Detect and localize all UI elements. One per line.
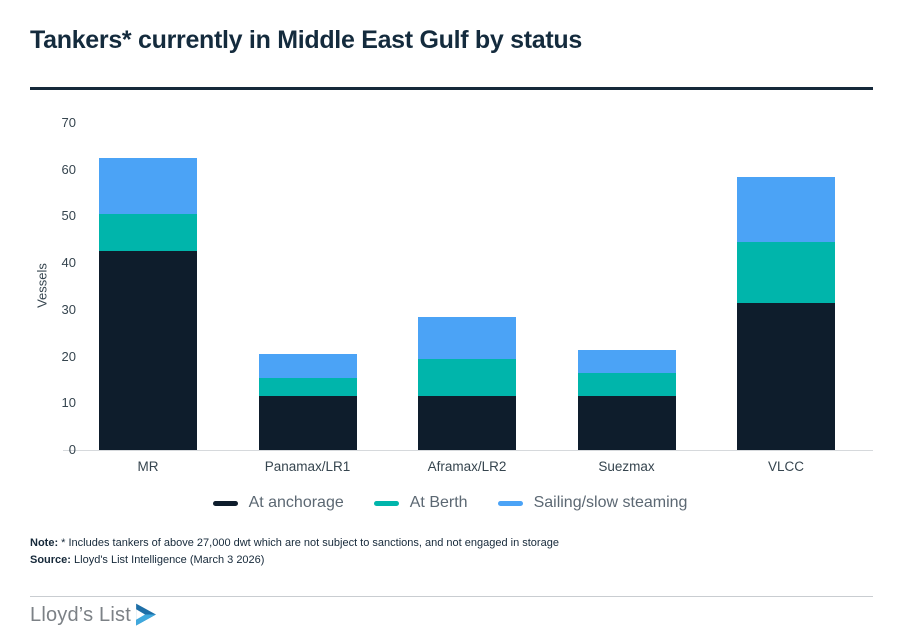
source-text: Source: Lloyd's List Intelligence (March… <box>30 554 264 566</box>
x-category-label: MR <box>137 459 159 474</box>
bar-segment-at-berth <box>577 372 676 397</box>
bar-segment-sailing-slow-steaming <box>577 349 676 373</box>
bar-segment-at-anchorage <box>737 302 835 450</box>
y-tick-label: 10 <box>61 395 76 411</box>
bar-segment-at-berth <box>418 358 516 397</box>
legend-swatch-teal-icon <box>373 500 399 506</box>
y-tick-label: 70 <box>61 115 76 130</box>
y-tick-label: 30 <box>61 301 76 317</box>
page-title: Tankers* currently in Middle East Gulf b… <box>30 26 582 54</box>
bar-segment-at-anchorage <box>418 396 516 450</box>
bar-segment-at-berth <box>258 377 357 397</box>
title-divider <box>30 87 873 90</box>
chart-legend: At anchorage At Berth Sailing/slow steam… <box>0 494 900 512</box>
legend-item-at-anchorage: At anchorage <box>212 494 344 512</box>
note-text: Note: * Includes tankers of above 27,000… <box>30 537 559 549</box>
logo-text: Lloyd’s List <box>30 604 131 626</box>
x-category-label: Panamax/LR1 <box>264 459 351 474</box>
legend-label: At anchorage <box>248 494 344 511</box>
x-category-label: VLCC <box>767 459 804 474</box>
legend-label: Sailing/slow steaming <box>533 494 688 511</box>
bar-segment-sailing-slow-steaming <box>258 354 357 378</box>
bar-segment-at-berth <box>99 214 197 252</box>
source-label: Source: <box>30 554 71 566</box>
bar-segment-at-anchorage <box>99 251 197 450</box>
lloyds-list-logo: Lloyd’s List <box>30 603 158 627</box>
y-tick-label: 50 <box>61 208 76 224</box>
legend-swatch-blue-icon <box>497 500 523 506</box>
lloyds-list-flag-icon <box>136 603 156 626</box>
y-tick-label: 60 <box>61 161 76 177</box>
legend-label: At Berth <box>409 494 468 511</box>
legend-item-sailing: Sailing/slow steaming <box>497 494 688 512</box>
x-category-label: Aframax/LR2 <box>427 459 507 474</box>
bar-segment-sailing-slow-steaming <box>418 316 516 359</box>
x-axis-line <box>63 450 873 451</box>
bar-segment-at-berth <box>737 242 835 303</box>
legend-swatch-navy-icon <box>212 500 238 506</box>
legend-item-at-berth: At Berth <box>373 494 468 512</box>
bar-segment-at-anchorage <box>577 396 676 450</box>
footer-divider <box>30 596 873 597</box>
bar-segment-at-anchorage <box>258 396 357 450</box>
note-body: * Includes tankers of above 27,000 dwt w… <box>58 537 559 549</box>
source-body: Lloyd's List Intelligence (March 3 2026) <box>70 554 265 566</box>
y-tick-label: 40 <box>61 255 76 271</box>
note-label: Note: <box>30 537 59 549</box>
bar-segment-sailing-slow-steaming <box>99 158 197 215</box>
y-tick-label: 20 <box>61 348 76 364</box>
bar-segment-sailing-slow-steaming <box>737 176 835 243</box>
y-tick-label: 0 <box>68 442 76 457</box>
x-category-label: Suezmax <box>598 459 655 474</box>
